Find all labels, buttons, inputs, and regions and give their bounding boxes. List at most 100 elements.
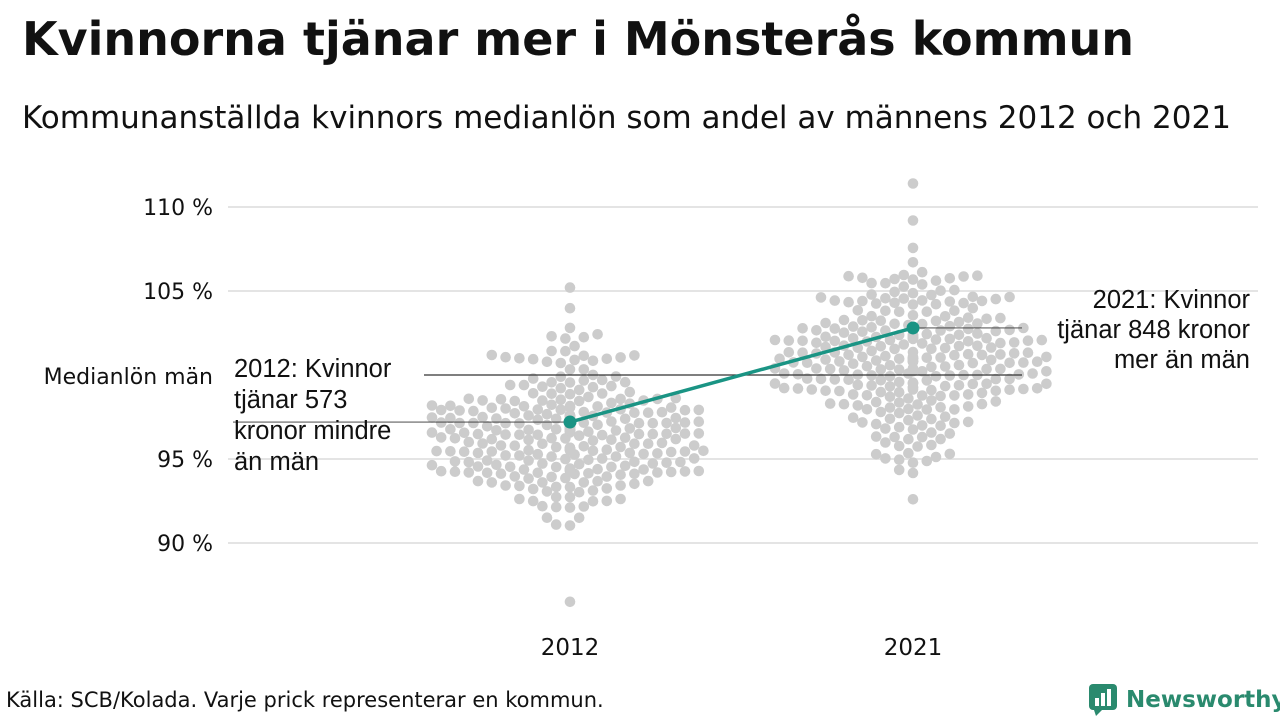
municipality-dot	[921, 328, 933, 340]
municipality-dot	[898, 269, 910, 281]
municipality-dot	[532, 414, 544, 426]
municipality-dot	[550, 519, 562, 530]
municipality-dot	[778, 368, 790, 379]
source-note: Källa: SCB/Kolada. Varje prick represent…	[6, 688, 604, 712]
municipality-dot	[958, 297, 969, 309]
municipality-dot	[857, 351, 868, 363]
municipality-dot	[944, 296, 956, 307]
municipality-dot	[527, 495, 539, 507]
municipality-dot	[454, 417, 465, 429]
municipality-dot	[1004, 373, 1015, 385]
y-tick-label: 105 %	[143, 280, 213, 305]
municipality-dot	[615, 441, 626, 453]
municipality-dot	[670, 412, 682, 424]
municipality-dot	[573, 384, 585, 396]
municipality-dot	[583, 391, 594, 403]
municipality-dot	[435, 432, 447, 443]
municipality-dot	[838, 327, 850, 339]
municipality-dot	[491, 425, 502, 436]
municipality-dot	[907, 274, 919, 285]
reference-line-group: Medianlön män	[44, 365, 1022, 390]
municipality-dot	[875, 364, 887, 375]
municipality-dot	[944, 333, 956, 345]
municipality-dot	[537, 477, 548, 488]
municipality-dot	[486, 446, 498, 457]
municipality-dot	[564, 596, 576, 608]
municipality-dot	[972, 328, 983, 339]
municipality-dot	[898, 339, 910, 350]
municipality-dot	[944, 448, 956, 460]
municipality-dot	[592, 419, 603, 431]
municipality-dot	[532, 429, 544, 441]
municipality-dot	[564, 502, 576, 513]
municipality-dot	[523, 455, 534, 466]
municipality-dot	[962, 401, 974, 412]
municipality-dot	[995, 349, 1006, 360]
municipality-dot	[555, 394, 567, 406]
municipality-dot	[815, 292, 827, 303]
municipality-dot	[935, 390, 946, 402]
municipality-dot	[866, 322, 877, 333]
municipality-dot	[541, 512, 553, 523]
municipality-dot	[811, 325, 822, 336]
municipality-dot	[857, 315, 868, 326]
municipality-dot	[560, 333, 571, 344]
brand-logo[interactable]: Newsworthy	[1088, 683, 1280, 717]
municipality-dot	[527, 483, 539, 495]
municipality-dot	[619, 432, 631, 444]
municipality-dot	[523, 410, 534, 421]
municipality-dot	[624, 386, 636, 398]
municipality-dot	[679, 404, 691, 416]
municipality-dot	[472, 475, 484, 487]
municipality-dot	[880, 453, 891, 464]
municipality-dot	[861, 390, 873, 401]
municipality-dot	[523, 434, 534, 446]
municipality-dot	[870, 431, 882, 442]
municipality-dot	[656, 437, 668, 449]
x-axis-tick-labels: 2012 2021	[541, 635, 943, 661]
municipality-dot	[587, 445, 599, 457]
municipality-dot	[532, 448, 544, 460]
municipality-dot	[679, 428, 691, 439]
municipality-dot	[880, 350, 891, 362]
municipality-dot	[500, 351, 511, 363]
municipality-dot	[550, 441, 562, 453]
municipality-dot	[953, 316, 965, 328]
municipality-dot	[504, 379, 516, 391]
municipality-dot	[601, 483, 613, 494]
municipality-dot	[601, 353, 613, 365]
municipality-dot	[935, 285, 946, 297]
municipality-dot	[916, 318, 928, 330]
municipality-dot	[838, 398, 850, 410]
reference-line-label: Medianlön män	[44, 365, 213, 390]
municipality-dot	[610, 371, 622, 382]
municipality-dot	[921, 375, 933, 386]
municipality-dot	[976, 398, 988, 410]
municipality-dot	[578, 375, 590, 386]
municipality-dot	[903, 433, 914, 445]
municipality-dot	[870, 448, 882, 460]
municipality-dot	[509, 395, 521, 407]
municipality-dot	[592, 463, 603, 475]
municipality-dot	[527, 388, 539, 399]
municipality-dot	[583, 426, 594, 438]
municipality-dot	[693, 416, 705, 428]
municipality-dot	[481, 455, 493, 466]
municipality-dot	[532, 467, 544, 479]
municipality-dot	[550, 461, 562, 473]
municipality-dot	[1036, 334, 1048, 346]
municipality-dot	[527, 353, 539, 365]
municipality-dot	[893, 464, 905, 476]
municipality-dot	[949, 305, 960, 317]
municipality-dot	[824, 398, 836, 409]
municipality-dot	[633, 428, 645, 440]
municipality-dot	[458, 446, 470, 458]
municipality-dot	[578, 406, 590, 418]
municipality-dot	[880, 293, 891, 304]
municipality-dot	[606, 397, 617, 409]
municipality-dot	[792, 369, 804, 380]
municipality-dot	[907, 467, 919, 479]
municipality-dot	[990, 325, 1002, 337]
municipality-dot	[486, 402, 498, 414]
municipality-dot	[546, 471, 557, 483]
